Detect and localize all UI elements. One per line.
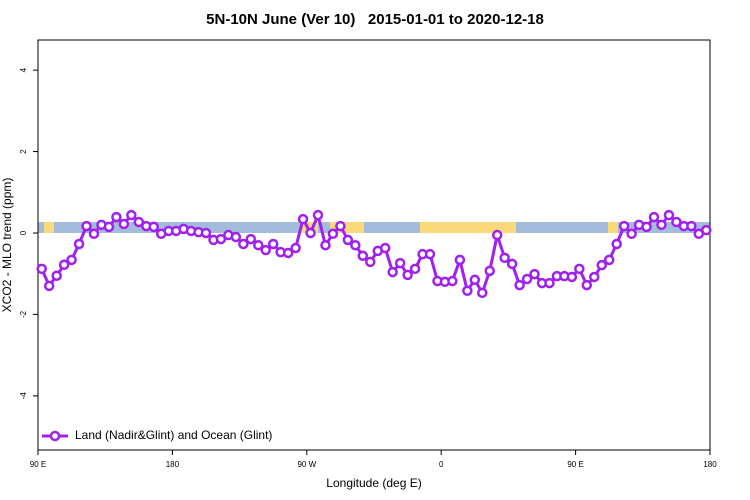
data-point (118, 218, 130, 230)
data-point (521, 273, 533, 285)
data-point (663, 209, 675, 221)
data-point (596, 259, 607, 271)
data-point (618, 220, 630, 232)
data-point (126, 209, 137, 221)
data-point (671, 216, 682, 228)
data-point (589, 271, 600, 283)
data-point (253, 239, 264, 251)
data-point (200, 227, 212, 239)
data-point (454, 254, 466, 266)
data-point (88, 228, 100, 240)
x-tick-label: 90 E (567, 460, 583, 469)
data-point (477, 287, 488, 299)
land-band (330, 222, 364, 233)
data-point (491, 229, 503, 241)
data-point (544, 277, 555, 289)
data-point (462, 285, 473, 297)
data-point (148, 221, 159, 233)
y-tick-label: 4 (19, 67, 28, 72)
data-point (51, 270, 62, 281)
chart-title: 5N-10N June (Ver 10) 2015-01-01 to 2020-… (206, 11, 544, 28)
legend-label: Land (Nadir&Glint) and Ocean (Glint) (75, 428, 272, 442)
data-point (424, 248, 436, 260)
data-point (641, 221, 652, 233)
data-point (66, 254, 77, 266)
x-tick-label: 90 W (297, 460, 316, 469)
plot-frame (37, 39, 711, 451)
x-tick-label: 0 (439, 460, 444, 469)
data-point (365, 256, 376, 268)
data-point (81, 220, 92, 232)
data-point (514, 279, 525, 291)
data-point (103, 221, 115, 233)
data-point (394, 257, 406, 269)
data-point (574, 263, 585, 275)
ocean-band (38, 222, 710, 233)
data-point (267, 238, 279, 250)
data-point (327, 228, 339, 240)
data-point (529, 268, 540, 280)
land-band (44, 222, 54, 233)
data-point (387, 266, 398, 278)
y-tick-label: 2 (19, 149, 28, 154)
data-point (238, 238, 249, 250)
data-point (701, 224, 712, 236)
data-point (350, 239, 361, 251)
data-point (312, 209, 324, 221)
data-point (133, 216, 145, 228)
y-axis-label: XCO2 - MLO trend (ppm) (0, 178, 14, 313)
data-point (626, 228, 637, 240)
data-point (290, 242, 301, 254)
data-point (73, 238, 85, 250)
data-point (43, 280, 55, 292)
data-point (447, 275, 458, 287)
data-point (686, 220, 697, 232)
data-point (342, 234, 354, 246)
legend-marker (49, 430, 61, 442)
data-point (469, 274, 481, 286)
x-tick-label: 90 E (30, 460, 46, 469)
data-point (297, 213, 309, 225)
data-point (484, 265, 495, 277)
data-point (499, 252, 510, 264)
land-band (420, 222, 516, 233)
y-tick-label: -2 (19, 310, 28, 318)
data-point (260, 244, 271, 256)
data-point (656, 219, 667, 231)
data-point (36, 263, 47, 275)
data-point (506, 258, 518, 270)
data-point (111, 211, 122, 223)
data-point (648, 211, 660, 223)
land-band (608, 222, 618, 233)
x-axis-label: Longitude (deg E) (326, 476, 421, 490)
data-point (58, 259, 70, 270)
data-point (379, 242, 391, 254)
data-point (409, 263, 421, 275)
data-point (245, 233, 257, 245)
y-tick-label: -4 (19, 392, 28, 400)
data-point (320, 239, 331, 251)
data-point (566, 271, 578, 283)
data-point (581, 279, 593, 291)
y-tick-label: 0 (19, 230, 28, 235)
data-point (335, 220, 346, 232)
x-tick-label: 180 (166, 460, 180, 469)
data-point (215, 233, 227, 245)
data-point (402, 269, 413, 281)
data-point (230, 231, 242, 243)
data-point (282, 247, 294, 259)
data-point (603, 254, 615, 266)
data-point (305, 227, 316, 239)
data-point (357, 250, 369, 262)
x-tick-label: 180 (703, 460, 717, 469)
data-point (611, 238, 622, 250)
